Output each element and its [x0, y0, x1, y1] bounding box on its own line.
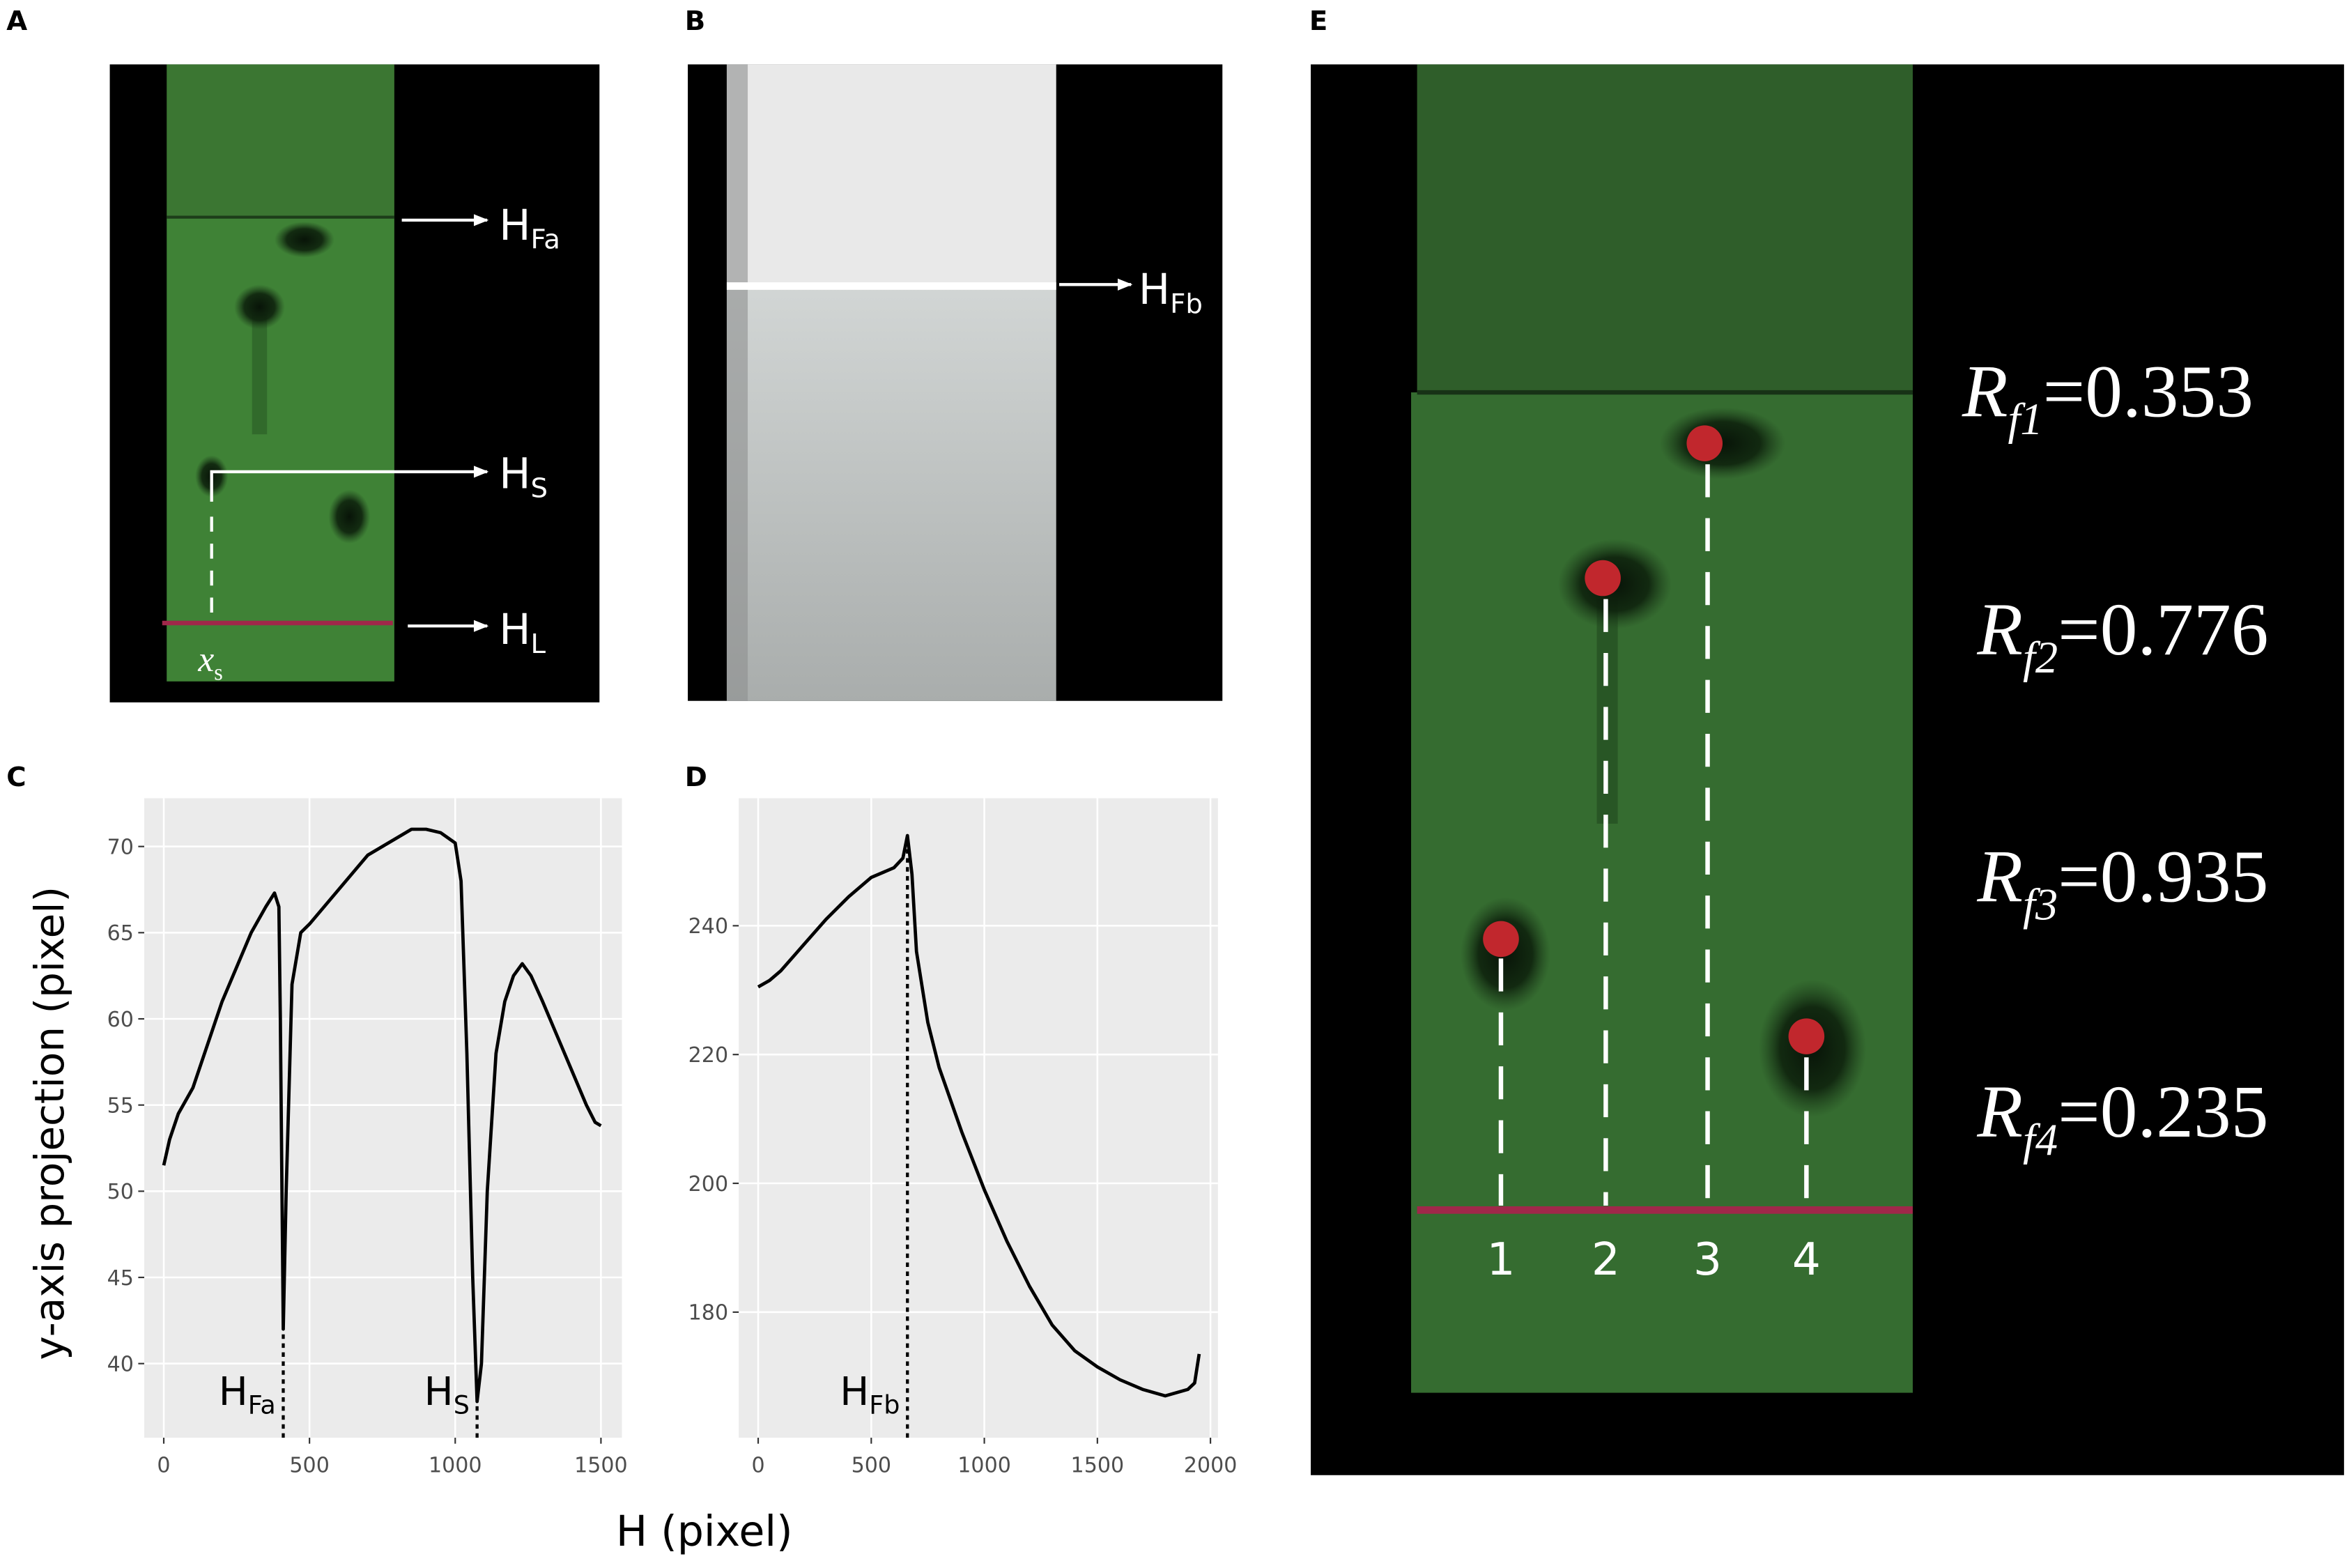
label-sub: S: [454, 1390, 470, 1420]
photo-b: HFb: [688, 64, 1223, 701]
lane-number: 3: [1693, 1233, 1722, 1286]
x-tick-label: 1500: [1071, 1453, 1125, 1477]
rf-symbol: R: [1962, 350, 2008, 433]
x-tick-label: 0: [751, 1453, 764, 1477]
label-main: H: [499, 606, 530, 654]
photo-a: HFa HS HL xs: [109, 64, 600, 702]
x-tick-label: 2000: [1184, 1453, 1238, 1477]
data-line: [162, 827, 602, 1404]
rf-value: Rf2=0.776: [1976, 588, 2268, 682]
label-sub: Fb: [869, 1390, 900, 1420]
y-axis-label: y-axis projection (pixel): [26, 886, 73, 1360]
y-tick-label: 200: [688, 1172, 728, 1197]
x-tick-label: 0: [157, 1453, 170, 1477]
rf-sub: f1: [2008, 394, 2043, 444]
rf-sub: f4: [2023, 1115, 2058, 1165]
y-tick-label: 40: [107, 1352, 134, 1376]
annotation-label: HS: [424, 1369, 470, 1420]
data-line: [757, 833, 1201, 1398]
label-main: H: [424, 1369, 454, 1415]
y-tick-label: 70: [107, 835, 134, 859]
label-sub: Fa: [531, 224, 560, 256]
label-main: H: [840, 1369, 869, 1415]
rf-symbol: R: [1976, 588, 2023, 671]
y-tick-label: 50: [107, 1180, 134, 1204]
front-label: HFa: [499, 201, 560, 256]
x-tick-label: 500: [852, 1453, 891, 1477]
y-tick-label: 65: [107, 921, 134, 946]
x-tick-label: 500: [289, 1453, 329, 1477]
chart: 180 200 220 240 0 500 1000 1500 2000 HFb: [688, 798, 1238, 1477]
panel-letter: B: [685, 6, 705, 37]
rf-text: =0.776: [2058, 588, 2268, 671]
lane-number: 2: [1592, 1233, 1620, 1286]
panel-letter: C: [6, 762, 26, 793]
lane-number: 4: [1792, 1233, 1821, 1286]
annotation-label: HFa: [219, 1369, 276, 1420]
rf-symbol: R: [1976, 836, 2023, 918]
y-tick-label: 45: [107, 1266, 134, 1291]
label-main: H: [1139, 266, 1170, 314]
photo-e: 1 2 3 4 Rf1=0.353 Rf2=0.776 Rf3=0.935 Rf…: [1311, 64, 2344, 1475]
panel-letters: A B C D E: [6, 6, 1327, 793]
label-main: x: [197, 640, 214, 679]
rf-text: =0.353: [2043, 350, 2254, 433]
y-tick-label: 240: [688, 914, 728, 939]
label-sub: S: [531, 472, 548, 504]
front-label: HFb: [1139, 266, 1203, 320]
label-main: H: [499, 450, 530, 499]
plot-background: [144, 798, 622, 1438]
spot-label: HS: [499, 450, 548, 505]
panel-letter: D: [685, 762, 707, 793]
rf-value: Rf1=0.353: [1962, 350, 2254, 444]
label-main: H: [499, 201, 530, 250]
label-sub: Fb: [1170, 289, 1203, 320]
panel-letter: E: [1309, 6, 1327, 37]
x-tick-label: 1000: [957, 1453, 1011, 1477]
rf-text: =0.935: [2058, 836, 2268, 918]
rf-text: =0.235: [2058, 1070, 2268, 1153]
plot-background: [739, 798, 1218, 1438]
y-tick-label: 55: [107, 1093, 134, 1118]
x-tick-label: 1500: [574, 1453, 628, 1477]
rf-sub: f2: [2023, 633, 2058, 682]
label-sub: Fa: [248, 1390, 276, 1420]
line-label: HL: [499, 606, 546, 660]
label-sub: s: [214, 660, 223, 685]
x-axis-label: H (pixel): [616, 1507, 793, 1556]
label-sub: L: [531, 629, 546, 660]
y-tick-label: 220: [688, 1043, 728, 1068]
rf-sub: f3: [2023, 879, 2058, 929]
y-tick-label: 180: [688, 1301, 728, 1325]
start-label: xs: [197, 640, 222, 685]
rf-value: Rf4=0.235: [1976, 1070, 2268, 1165]
label-main: H: [219, 1369, 248, 1415]
lane-number: 1: [1486, 1233, 1515, 1286]
rf-value: Rf3=0.935: [1976, 836, 2268, 930]
annotation-label: HFb: [840, 1369, 900, 1420]
x-tick-label: 1000: [429, 1453, 482, 1477]
y-tick-label: 60: [107, 1008, 134, 1032]
panel-letter: A: [6, 6, 27, 37]
rf-symbol: R: [1976, 1070, 2023, 1153]
